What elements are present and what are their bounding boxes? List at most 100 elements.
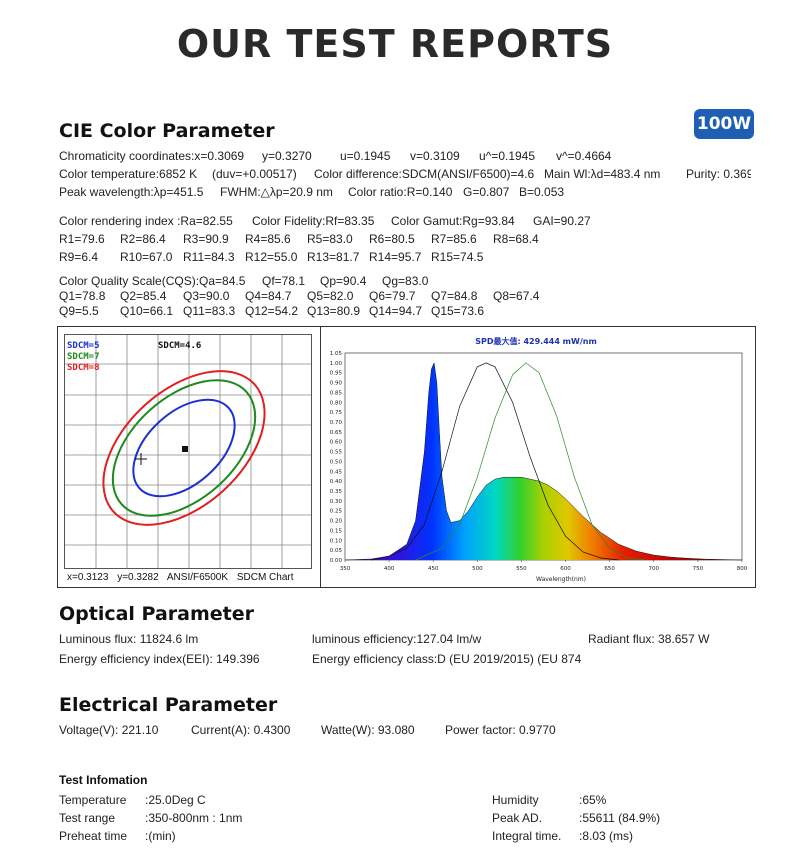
q4: Q4=84.7 bbox=[245, 289, 292, 303]
chromaticity-v2: v^=0.4664 bbox=[556, 149, 612, 163]
duv: (duv=+0.00517) bbox=[212, 167, 297, 181]
sdcm-caption: x=0.3123 y=0.3282 ANSI/F6500K SDCM Chart bbox=[67, 572, 300, 583]
preheat-time-value: :(min) bbox=[145, 829, 176, 843]
q2: Q2=85.4 bbox=[120, 289, 167, 303]
spd-y-tick-label: 0.80 bbox=[330, 400, 343, 406]
voltage: Voltage(V): 221.10 bbox=[59, 723, 159, 737]
peak-wavelength: Peak wavelength:λp=451.5 bbox=[59, 185, 204, 199]
spd-y-tick-label: 1.05 bbox=[330, 351, 343, 357]
measured-point bbox=[135, 453, 147, 465]
spd-x-tick-label: 550 bbox=[516, 566, 527, 572]
spd-xlabel: Wavelength(nm) bbox=[536, 576, 586, 583]
cie-heading: CIE Color Parameter bbox=[59, 120, 275, 142]
humidity-value: :65% bbox=[579, 793, 607, 807]
q9: Q9=5.5 bbox=[59, 304, 99, 318]
purity: Purity: 0.369 bbox=[686, 167, 751, 181]
r14: R14=95.7 bbox=[369, 250, 422, 264]
r5: R5=83.0 bbox=[307, 232, 353, 246]
caption-x: x=0.3123 bbox=[67, 572, 109, 583]
q12: Q12=54.2 bbox=[245, 304, 299, 318]
spd-x-tick-label: 650 bbox=[604, 566, 615, 572]
spd-x-tick-label: 700 bbox=[649, 566, 660, 572]
spd-x-tick-label: 500 bbox=[472, 566, 483, 572]
spd-spectrum-area bbox=[345, 362, 742, 560]
q7: Q7=84.8 bbox=[431, 289, 478, 303]
peak-ad-value: :55611 (84.9%) bbox=[579, 811, 661, 825]
q1: Q1=78.8 bbox=[59, 289, 106, 303]
q-values-row2: Q9=5.5 Q10=66.1 Q11=83.3 Q12=54.2 Q13=80… bbox=[59, 304, 751, 320]
spd-y-tick-label: 0.00 bbox=[330, 558, 343, 564]
chromaticity-u: u=0.1945 bbox=[340, 149, 391, 163]
spd-y-tick-label: 0.05 bbox=[330, 548, 343, 554]
test-info-heading: Test Infomation bbox=[59, 773, 148, 787]
legend-sdcm5: SDCM=5 bbox=[67, 341, 100, 351]
peak-row: Peak wavelength:λp=451.5 FWHM:△λp=20.9 n… bbox=[59, 185, 751, 201]
fwhm: FWHM:△λp=20.9 nm bbox=[220, 185, 333, 199]
q14: Q14=94.7 bbox=[369, 304, 423, 318]
spd-spectrum-line bbox=[344, 361, 743, 561]
luminous-efficiency: luminous efficiency:127.04 lm/w bbox=[312, 632, 482, 646]
q6: Q6=79.7 bbox=[369, 289, 416, 303]
humidity-label: Humidity bbox=[492, 793, 539, 807]
spd-y-tick-label: 0.45 bbox=[330, 469, 343, 475]
spd-y-tick-label: 1.00 bbox=[330, 361, 343, 367]
gai-value: GAI=90.27 bbox=[533, 214, 591, 228]
chromaticity-row: Chromaticity coordinates:x=0.3069 y=0.32… bbox=[59, 149, 751, 165]
r11: R11=84.3 bbox=[183, 250, 235, 264]
r12: R12=55.0 bbox=[245, 250, 298, 264]
energy-efficiency-index: Energy efficiency index(EEI): 149.396 bbox=[59, 652, 260, 666]
r3: R3=90.9 bbox=[183, 232, 229, 246]
luminous-flux: Luminous flux: 11824.6 lm bbox=[59, 632, 199, 646]
spd-y-tick-label: 0.30 bbox=[330, 499, 343, 505]
caption-chart-name: SDCM Chart bbox=[236, 572, 294, 583]
chromaticity-y: y=0.3270 bbox=[262, 149, 312, 163]
legend-sdcm8: SDCM=8 bbox=[67, 363, 100, 373]
qp-value: Qp=90.4 bbox=[320, 274, 367, 288]
power-factor: Power factor: 0.9770 bbox=[445, 723, 556, 737]
spd-x-tick-label: 600 bbox=[560, 566, 571, 572]
spd-svg: 0.00 0.05 0.10 0.15 0.20 0.25 0.30 0.35 0.40 0.45… bbox=[330, 336, 748, 583]
spd-y-tick-label: 0.50 bbox=[330, 459, 343, 465]
spd-y-tick-label: 0.35 bbox=[330, 489, 343, 495]
chromaticity-v: v=0.3109 bbox=[410, 149, 460, 163]
chromaticity-x: Chromaticity coordinates:x=0.3069 bbox=[59, 149, 245, 163]
spd-y-tick-label: 0.60 bbox=[330, 440, 343, 446]
color-ratio-b: B=0.053 bbox=[519, 185, 565, 199]
spd-y-tick-label: 0.15 bbox=[330, 528, 343, 534]
main-wavelength: Main Wl:λd=483.4 nm bbox=[544, 167, 661, 181]
r4: R4=85.6 bbox=[245, 232, 291, 246]
rf-value: Color Fidelity:Rf=83.35 bbox=[252, 214, 375, 228]
r15: R15=74.5 bbox=[431, 250, 484, 264]
energy-efficiency-class: Energy efficiency class:D (EU 2019/2015)… bbox=[312, 652, 582, 666]
color-ratio-g: G=0.807 bbox=[463, 185, 510, 199]
r2: R2=86.4 bbox=[120, 232, 166, 246]
spd-y-tick-label: 0.10 bbox=[330, 538, 343, 544]
legend-sdcm7: SDCM=7 bbox=[67, 352, 100, 362]
cri-row: Color rendering index :Ra=82.55 Color Fi… bbox=[59, 214, 751, 230]
color-temperature: Color temperature:6852 K bbox=[59, 167, 198, 181]
spd-x-tick-label: 450 bbox=[428, 566, 439, 572]
spd-y-tick-label: 0.75 bbox=[330, 410, 343, 416]
sdcm-value-label: SDCM=4.6 bbox=[158, 341, 202, 351]
spd-title: SPD最大值: 429.444 mW/nm bbox=[475, 336, 597, 346]
r1: R1=79.6 bbox=[59, 232, 105, 246]
sdcm-ellipses bbox=[65, 335, 311, 568]
sdcm7-ellipse bbox=[111, 379, 257, 517]
power-badge: 100W bbox=[694, 109, 754, 139]
r13: R13=81.7 bbox=[307, 250, 360, 264]
rg-value: Color Gamut:Rg=93.84 bbox=[391, 214, 515, 228]
color-temp-row: Color temperature:6852 K (duv=+0.00517) … bbox=[59, 167, 751, 183]
spd-y-tick-label: 0.70 bbox=[330, 420, 343, 426]
spd-chart: 0.00 0.05 0.10 0.15 0.20 0.25 0.30 0.35 0.40 0.45… bbox=[320, 327, 755, 587]
temperature-label: Temperature bbox=[59, 793, 127, 807]
r9: R9=6.4 bbox=[59, 250, 99, 264]
radiant-flux: Radiant flux: 38.657 W bbox=[588, 632, 710, 646]
spd-y-tick-label: 0.90 bbox=[330, 381, 343, 387]
qf-value: Qf=78.1 bbox=[262, 274, 306, 288]
r-values-row2: R9=6.4 R10=67.0 R11=84.3 R12=55.0 R13=81… bbox=[59, 250, 751, 266]
q10: Q10=66.1 bbox=[120, 304, 174, 318]
spd-y-tick-label: 0.55 bbox=[330, 450, 343, 456]
qa-value: Color Quality Scale(CQS):Qa=84.5 bbox=[59, 274, 246, 288]
q11: Q11=83.3 bbox=[183, 304, 236, 318]
charts-panel: SDCM=5 SDCM=7 SDCM=8 SDCM=4.6 x=0.3123 y… bbox=[57, 326, 756, 588]
